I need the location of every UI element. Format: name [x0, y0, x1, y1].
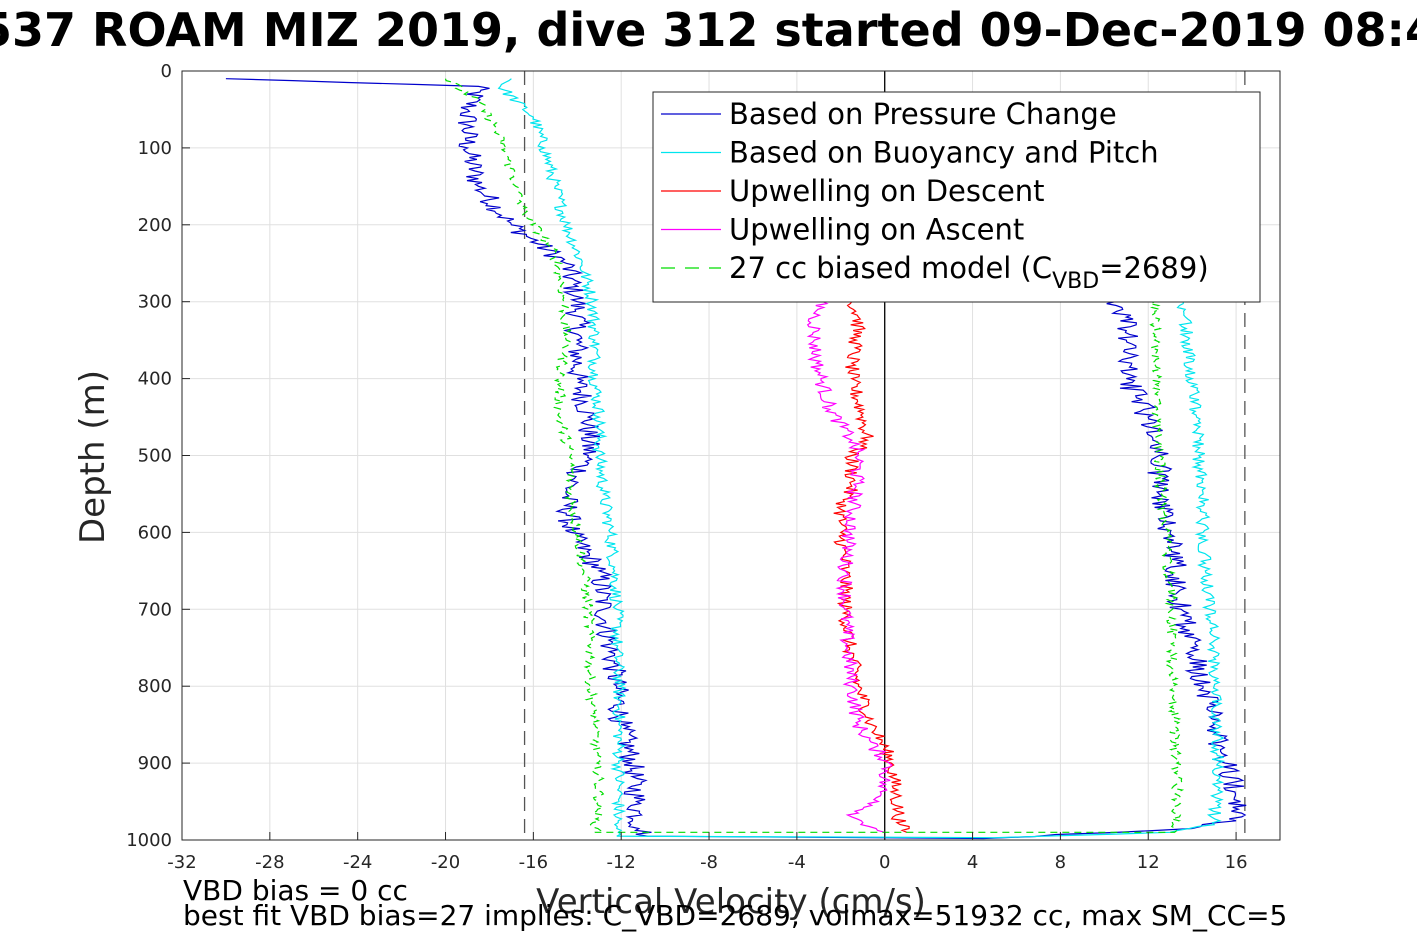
- y-tick-label: 400: [138, 369, 172, 390]
- x-tick-label: -8: [700, 852, 718, 873]
- x-tick-label: 8: [1055, 852, 1066, 873]
- best-fit-note: best fit VBD bias=27 implies: C_VBD=2689…: [183, 899, 1288, 932]
- legend-entry-2: Upwelling on Descent: [729, 174, 1045, 208]
- y-tick-label: 100: [138, 138, 172, 159]
- x-tick-label: 0: [879, 852, 890, 873]
- x-tick-label: -24: [343, 852, 372, 873]
- y-axis-ticks: 0 100 200 300 400 500 600 700 800 900 1000: [126, 61, 190, 851]
- y-tick-label: 900: [138, 753, 172, 774]
- y-tick-label: 0: [161, 61, 172, 82]
- x-tick-label: -4: [788, 852, 806, 873]
- x-tick-label: -32: [167, 852, 196, 873]
- y-tick-label: 300: [138, 292, 172, 313]
- x-axis-label: Vertical Velocity (cm/s): [536, 882, 926, 922]
- y-tick-label: 1000: [126, 830, 172, 851]
- legend-entry-name: Based on Buoyancy and Pitch: [729, 136, 1159, 170]
- legend-subscript: VBD: [1052, 269, 1099, 294]
- legend-entry-0: Based on Pressure Change: [729, 97, 1117, 131]
- x-tick-label: 4: [967, 852, 978, 873]
- series-line-3: [806, 301, 893, 833]
- series-line-2: [833, 301, 910, 833]
- legend: Based on Pressure Change Based on Buoyanc…: [652, 91, 1261, 303]
- legend-entry-1: Based on Buoyancy and Pitch: [729, 136, 1159, 170]
- y-tick-label: 500: [138, 446, 172, 467]
- x-tick-label: 12: [1137, 852, 1160, 873]
- legend-entry-3: Upwelling on Ascent: [729, 213, 1024, 247]
- legend-entry-4: 27 cc biased model (CVBD=2689): [729, 251, 1209, 294]
- legend-suffix: =2689): [1099, 251, 1208, 285]
- x-tick-label: -12: [606, 852, 635, 873]
- series-line-1: [497, 78, 1226, 839]
- y-tick-label: 200: [138, 215, 172, 236]
- legend-entry-name: Upwelling on Descent: [729, 174, 1045, 208]
- x-tick-label: -16: [519, 852, 548, 873]
- legend-entry-name: Upwelling on Ascent: [729, 213, 1024, 247]
- x-tick-label: -20: [431, 852, 460, 873]
- y-tick-label: 800: [138, 676, 172, 697]
- x-tick-label: 16: [1225, 852, 1248, 873]
- y-axis-label: Depth (m): [73, 370, 113, 544]
- data-series: [225, 78, 1247, 840]
- y-tick-label: 700: [138, 599, 172, 620]
- chart-title: 537 ROAM MIZ 2019, dive 312 started 09-D…: [0, 3, 1417, 57]
- y-tick-label: 600: [138, 522, 172, 543]
- x-tick-label: -28: [255, 852, 284, 873]
- legend-entry-name: Based on Pressure Change: [729, 97, 1117, 131]
- vbd-bias-note: VBD bias = 0 cc: [183, 874, 408, 907]
- x-axis-ticks: -32 -28 -24 -20 -16 -12 -8 -4 0 4 8 12 16: [167, 832, 1248, 873]
- legend-entry-name: 27 cc biased model (C: [729, 251, 1052, 285]
- legend-box: [652, 91, 1261, 303]
